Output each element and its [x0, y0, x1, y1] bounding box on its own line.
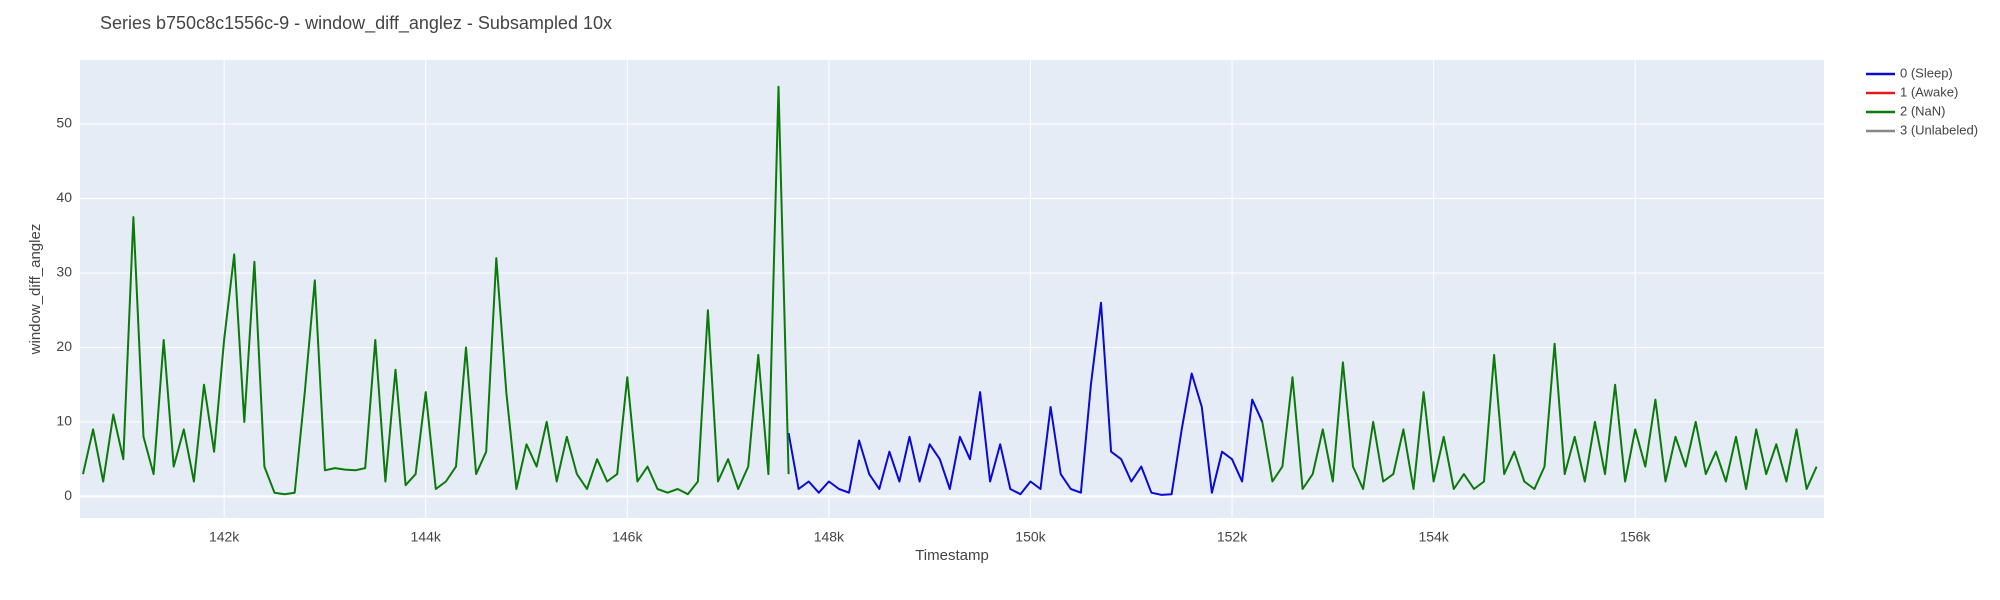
x-tick-label: 152k: [1217, 529, 1248, 545]
legend-label: 0 (Sleep): [1900, 65, 1953, 80]
plot-area: [80, 60, 1824, 518]
legend-label: 3 (Unlabeled): [1900, 122, 1978, 137]
x-tick-label: 148k: [814, 529, 845, 545]
y-tick-label: 40: [56, 189, 72, 205]
y-axis-title: window_diff_anglez: [27, 224, 44, 356]
x-tick-label: 146k: [612, 529, 643, 545]
y-tick-label: 10: [56, 413, 72, 429]
y-tick-label: 0: [64, 487, 72, 503]
x-tick-label: 144k: [411, 529, 442, 545]
x-axis-title: Timestamp: [915, 547, 989, 564]
x-tick-label: 154k: [1418, 529, 1449, 545]
x-tick-label: 156k: [1620, 529, 1651, 545]
y-tick-label: 50: [56, 115, 72, 131]
legend-label: 2 (NaN): [1900, 103, 1946, 118]
legend-label: 1 (Awake): [1900, 84, 1958, 99]
x-tick-label: 142k: [209, 529, 240, 545]
y-tick-label: 30: [56, 264, 72, 280]
series-line: [82, 85, 1818, 496]
series-line: [787, 301, 1264, 496]
y-tick-label: 20: [56, 338, 72, 354]
chart-title: Series b750c8c1556c-9 - window_diff_angl…: [100, 13, 612, 34]
x-tick-label: 150k: [1015, 529, 1046, 545]
